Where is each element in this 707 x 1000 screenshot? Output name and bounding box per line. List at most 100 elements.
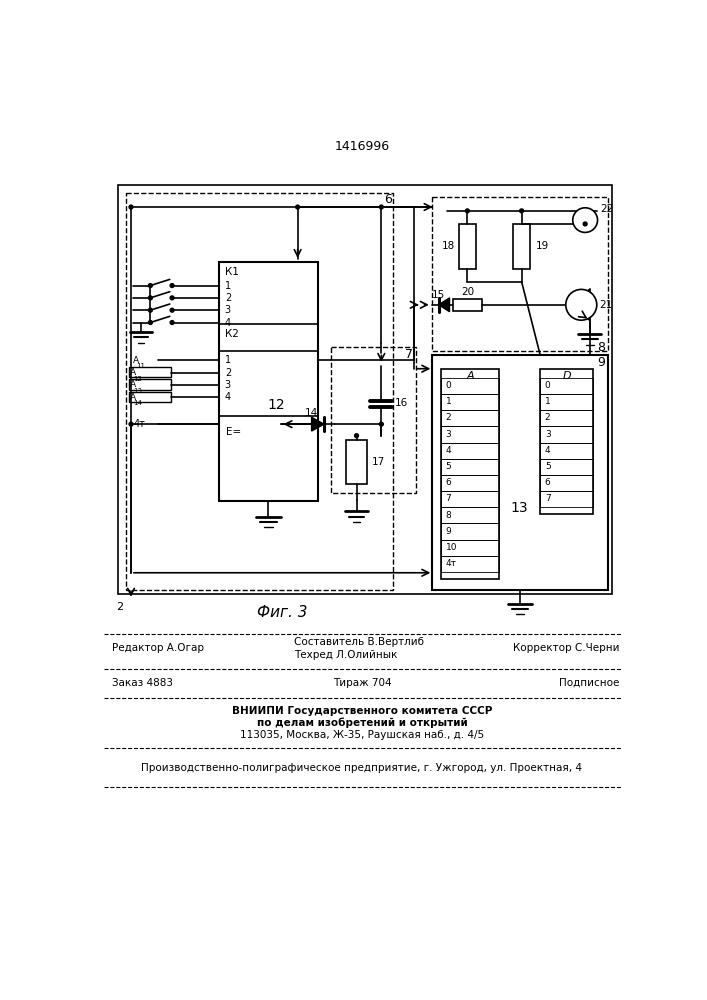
Text: 2: 2 (225, 368, 231, 378)
Text: Техред Л.Олийнык: Техред Л.Олийнык (293, 650, 397, 660)
Bar (218, 262, 317, 501)
Bar (441, 459, 499, 475)
Text: Редактор А.Огар: Редактор А.Огар (112, 643, 204, 653)
Text: 13: 13 (134, 388, 142, 394)
Bar (441, 491, 499, 507)
Circle shape (170, 308, 174, 312)
Circle shape (148, 296, 152, 300)
Text: 0: 0 (545, 381, 551, 390)
Text: 3: 3 (225, 305, 231, 315)
Text: 2: 2 (545, 413, 551, 422)
Text: 6: 6 (385, 193, 392, 206)
Text: A: A (130, 368, 136, 377)
Text: 113035, Москва, Ж-35, Раушская наб., д. 4/5: 113035, Москва, Ж-35, Раушская наб., д. … (240, 730, 484, 740)
Text: 16: 16 (395, 398, 409, 408)
Text: D: D (562, 371, 571, 381)
Text: Фиг. 3: Фиг. 3 (257, 605, 308, 620)
Text: 9: 9 (597, 356, 605, 369)
Bar (118, 185, 612, 594)
Circle shape (520, 209, 524, 213)
Text: Подписное: Подписное (559, 678, 619, 688)
Bar (441, 443, 499, 459)
Bar (441, 523, 499, 540)
Text: 14: 14 (134, 400, 142, 406)
Text: 14: 14 (305, 408, 318, 418)
Text: 22: 22 (601, 204, 614, 214)
Bar (540, 475, 593, 491)
Bar (331, 347, 416, 493)
Bar (441, 540, 499, 556)
Text: E=: E= (226, 427, 242, 437)
Text: 2: 2 (445, 413, 451, 422)
Polygon shape (312, 417, 324, 431)
Bar (441, 426, 499, 443)
Text: 13: 13 (511, 501, 528, 515)
Text: 6: 6 (445, 478, 451, 487)
Circle shape (170, 321, 174, 324)
Text: 1: 1 (225, 355, 231, 365)
Text: A: A (130, 393, 136, 402)
Bar (441, 394, 499, 410)
Text: 3: 3 (445, 430, 451, 439)
Text: A: A (130, 380, 136, 389)
Circle shape (566, 289, 597, 320)
Circle shape (583, 222, 587, 226)
Text: 5: 5 (545, 462, 551, 471)
Text: 4: 4 (545, 446, 551, 455)
Text: 5: 5 (445, 462, 451, 471)
Bar (441, 507, 499, 523)
Bar (441, 475, 499, 491)
Text: 2: 2 (116, 602, 123, 612)
Circle shape (148, 308, 152, 312)
Text: 7: 7 (405, 348, 413, 361)
Text: 8: 8 (445, 511, 451, 520)
Text: 4: 4 (225, 392, 231, 402)
Text: 4т: 4т (445, 559, 457, 568)
Text: 1: 1 (225, 281, 231, 291)
Polygon shape (438, 298, 450, 312)
Text: 6: 6 (545, 478, 551, 487)
Circle shape (465, 209, 469, 213)
Text: 17: 17 (372, 457, 385, 467)
Text: 0: 0 (445, 381, 451, 390)
Circle shape (355, 434, 358, 438)
Text: 3: 3 (545, 430, 551, 439)
Text: Составитель В.Вертлиб: Составитель В.Вертлиб (293, 637, 423, 647)
Text: К1: К1 (225, 267, 239, 277)
Bar (441, 410, 499, 426)
Text: 21: 21 (599, 300, 612, 310)
Text: ВНИИПИ Государственного комитета СССР: ВНИИПИ Государственного комитета СССР (232, 706, 492, 716)
Bar (346, 440, 367, 484)
Text: 7: 7 (545, 494, 551, 503)
Circle shape (296, 205, 300, 209)
Text: 12: 12 (267, 398, 285, 412)
Text: 18: 18 (442, 241, 455, 251)
Bar (540, 459, 593, 475)
Text: 10: 10 (445, 543, 457, 552)
Text: A: A (134, 356, 139, 365)
Bar (441, 556, 499, 572)
Bar (129, 367, 171, 377)
Bar (540, 378, 593, 394)
Text: 12: 12 (134, 376, 142, 382)
Text: Производственно-полиграфическое предприятие, г. Ужгород, ул. Проектная, 4: Производственно-полиграфическое предприя… (141, 763, 583, 773)
Bar (540, 410, 593, 426)
Text: 7: 7 (445, 494, 451, 503)
Bar (513, 224, 530, 269)
Text: 1: 1 (445, 397, 451, 406)
Text: 3: 3 (225, 380, 231, 390)
Text: 4: 4 (225, 318, 231, 328)
Circle shape (380, 422, 383, 426)
Text: 4: 4 (445, 446, 451, 455)
Text: 20: 20 (461, 287, 474, 297)
Bar (540, 394, 593, 410)
Text: 19: 19 (535, 241, 549, 251)
Circle shape (148, 284, 152, 287)
Bar (459, 224, 476, 269)
Text: Корректор С.Черни: Корректор С.Черни (513, 643, 619, 653)
Text: 4т: 4т (134, 419, 145, 429)
Text: 2: 2 (225, 293, 231, 303)
Text: A: A (466, 371, 474, 381)
Text: 15: 15 (432, 290, 445, 300)
Text: по делам изобретений и открытий: по делам изобретений и открытий (257, 718, 467, 728)
